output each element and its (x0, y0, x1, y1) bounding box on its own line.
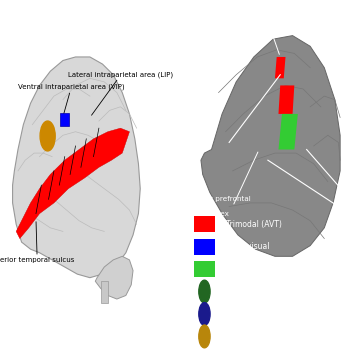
Circle shape (199, 325, 210, 348)
Text: Audiovisual: Audiovisual (226, 242, 270, 251)
Text: cortex: cortex (207, 211, 230, 216)
Circle shape (40, 121, 55, 151)
Text: Premotor cortex: Premotor cortex (239, 19, 297, 24)
Polygon shape (12, 57, 140, 278)
Polygon shape (194, 261, 215, 277)
Polygon shape (194, 216, 215, 232)
Text: Audiovisual face/voice: Audiovisual face/voice (226, 309, 312, 319)
Polygon shape (201, 36, 340, 256)
Text: Multisensory language: Multisensory language (226, 332, 313, 341)
Text: Lateral intraparietal area (LIP): Lateral intraparietal area (LIP) (68, 72, 173, 115)
Polygon shape (95, 256, 133, 299)
Polygon shape (278, 85, 294, 114)
Text: TPO: TPO (96, 143, 120, 154)
Polygon shape (275, 57, 286, 78)
Text: B.: B. (189, 11, 204, 25)
Polygon shape (16, 128, 130, 239)
Polygon shape (194, 239, 215, 255)
Circle shape (199, 303, 210, 325)
Polygon shape (101, 281, 108, 303)
Text: Inferior prefrontal: Inferior prefrontal (187, 197, 250, 202)
Text: Visuotactile: Visuotactile (226, 265, 271, 274)
Polygon shape (278, 114, 298, 150)
Text: erior temporal sulcus: erior temporal sulcus (0, 222, 74, 263)
Circle shape (199, 280, 210, 303)
Text: Ventral intraparietal area (VIP): Ventral intraparietal area (VIP) (18, 84, 125, 117)
Text: Visuotactile shape: Visuotactile shape (226, 287, 296, 296)
Polygon shape (60, 113, 69, 126)
Text: Trimodal (AVT): Trimodal (AVT) (226, 220, 282, 229)
